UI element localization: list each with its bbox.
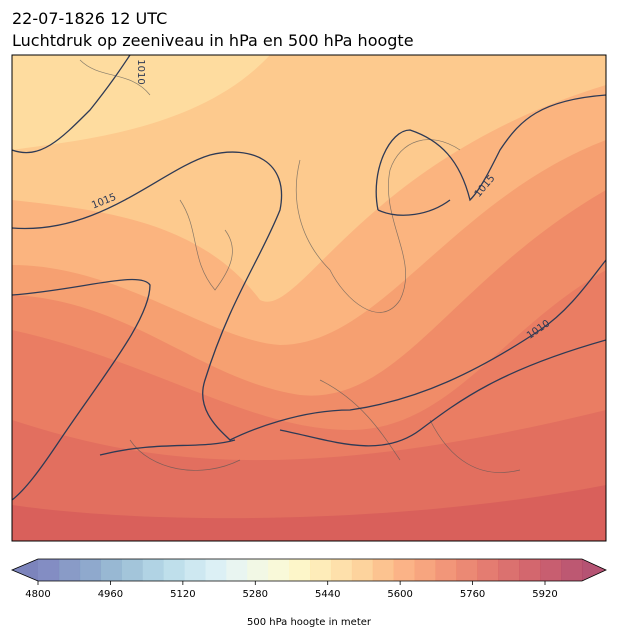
- colorbar-segment: [498, 559, 520, 581]
- colorbar-segment: [393, 559, 415, 581]
- colorbar-extend: [582, 559, 606, 581]
- colorbar-segment: [330, 559, 353, 581]
- coastline: [79, 59, 521, 473]
- colorbar-segment: [456, 559, 478, 581]
- colorbar-extend: [12, 559, 38, 581]
- isobar-label: 1010: [135, 59, 146, 84]
- colorbar-tick-label: 4960: [98, 589, 123, 600]
- colorbar-segment: [540, 559, 562, 581]
- colorbar-tick-label: 5440: [315, 589, 340, 600]
- colorbar-segment: [435, 559, 457, 581]
- colorbar-segment: [58, 559, 81, 581]
- colorbar-segment: [121, 559, 143, 581]
- height-band: [12, 55, 270, 150]
- colorbar-segment: [310, 559, 332, 581]
- colorbar-tick-label: 5920: [532, 589, 557, 600]
- colorbar-segment: [142, 559, 164, 581]
- colorbar: 4800 4960 5120 5280 5440 5600 5760 5920: [10, 558, 607, 600]
- colorbar-tick-label: 5280: [243, 589, 268, 600]
- colorbar-segment: [79, 559, 102, 581]
- isobar: [12, 55, 131, 154]
- colorbar-tick-label: 4800: [25, 589, 50, 600]
- colorbar-label: 500 hPa hoogte in meter: [247, 617, 372, 628]
- title-description: Luchtdruk op zeeniveau in hPa en 500 hPa…: [12, 31, 414, 50]
- colorbar-segment: [226, 559, 248, 581]
- colorbar-segment: [519, 559, 541, 581]
- colorbar-segment: [247, 559, 269, 581]
- colorbar-segment: [184, 559, 206, 581]
- map-frame: [11, 54, 607, 542]
- colorbar-tick-label: 5760: [460, 589, 485, 600]
- colorbar-segment: [100, 559, 122, 581]
- colorbar-segment: [268, 559, 290, 581]
- isobar: [12, 151, 606, 441]
- colorbar-segment: [351, 559, 374, 581]
- colorbar-outline: [10, 558, 607, 582]
- isobar: [12, 278, 151, 501]
- colorbar-segment: [205, 559, 227, 581]
- colorbar-tick-label: 5120: [170, 589, 195, 600]
- colorbar-tick-label: 5600: [387, 589, 412, 600]
- isobar: [99, 339, 606, 456]
- colorbar-segment: [163, 559, 185, 581]
- isobar: [375, 94, 606, 211]
- colorbar-segment: [477, 559, 499, 581]
- title-date: 22-07-1826 12 UTC: [12, 9, 167, 28]
- colorbar-segment: [38, 559, 60, 581]
- colorbar-segment: [372, 559, 394, 581]
- isobar: [377, 199, 451, 216]
- colorbar-segment: [414, 559, 436, 581]
- colorbar-segment: [561, 559, 583, 581]
- map: [12, 55, 606, 541]
- colorbar-segment: [289, 559, 311, 581]
